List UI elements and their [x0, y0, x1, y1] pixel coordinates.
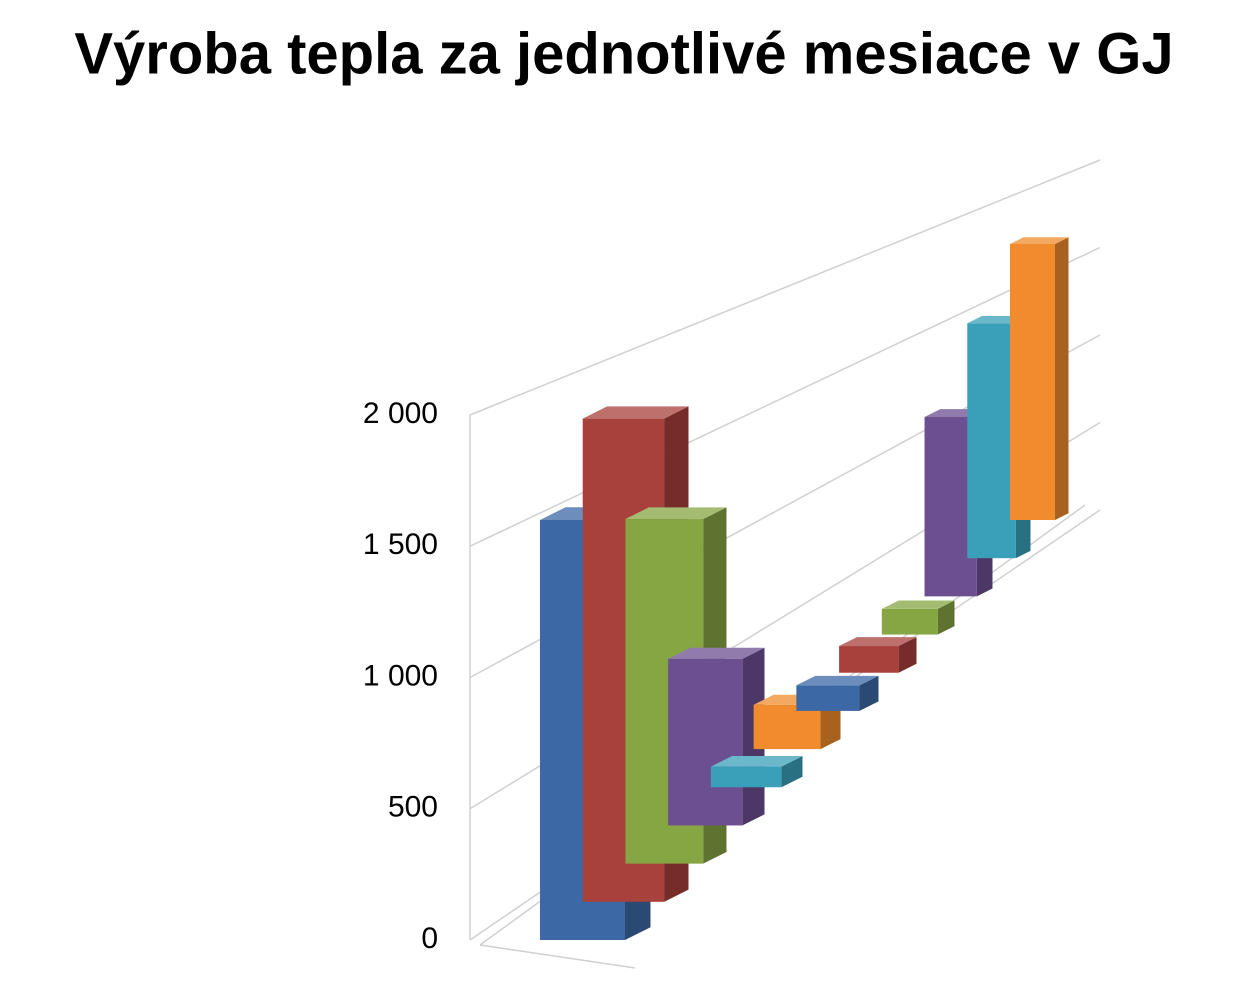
- bar-top: [710, 756, 803, 767]
- chart-title: Výroba tepla za jednotlivé mesiace v GJ: [74, 21, 1173, 86]
- bar: [839, 646, 899, 673]
- bar-side: [937, 600, 955, 635]
- bar-top: [796, 675, 879, 686]
- y-tick-label: 2 000: [363, 397, 438, 430]
- bar-top: [582, 406, 689, 419]
- y-tick-label: 500: [388, 791, 438, 824]
- grid-line: [469, 159, 1101, 416]
- bar-top: [881, 600, 955, 609]
- bar: [668, 658, 743, 826]
- bar-side: [1055, 237, 1069, 520]
- bar-side: [859, 675, 879, 711]
- bar: [967, 323, 1016, 559]
- bar-top: [668, 647, 765, 659]
- bar: [753, 704, 821, 750]
- bar: [796, 685, 860, 711]
- grid-line: [469, 246, 1101, 547]
- bar-top: [1010, 237, 1069, 244]
- bar: [1010, 244, 1055, 520]
- floor-edge: [479, 944, 636, 969]
- bar: [881, 608, 938, 635]
- bar-side: [781, 756, 803, 788]
- bar-top: [625, 507, 727, 520]
- y-tick-label: 1 500: [363, 528, 438, 561]
- bar: [710, 766, 782, 788]
- y-tick-label: 1 000: [363, 659, 438, 692]
- bar-top: [839, 637, 917, 647]
- y-tick-label: 0: [421, 922, 438, 955]
- bar-side: [898, 637, 917, 673]
